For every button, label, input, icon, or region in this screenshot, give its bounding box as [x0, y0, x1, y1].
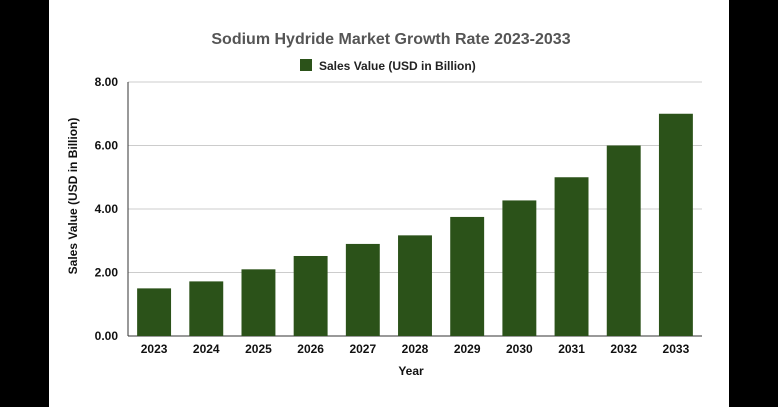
y-tick-label: 2.00: [95, 266, 119, 280]
x-tick-label: 2026: [297, 342, 324, 356]
bar-2024: [189, 281, 224, 336]
bar-2032: [606, 145, 641, 336]
bar-2026: [293, 255, 328, 336]
chart-title: Sodium Hydride Market Growth Rate 2023-2…: [211, 31, 570, 48]
x-tick-label: 2033: [663, 342, 690, 356]
y-tick-label: 0.00: [95, 329, 119, 343]
x-tick-label: 2027: [349, 342, 376, 356]
gridlines: [127, 81, 702, 337]
bar-2023: [137, 288, 172, 336]
legend: Sales Value (USD in Billion): [300, 59, 476, 73]
y-axis-label: Sales Value (USD in Billion): [66, 118, 80, 275]
bar-2029: [450, 216, 485, 336]
bar-2033: [658, 113, 693, 336]
y-tick-label: 6.00: [95, 139, 119, 153]
x-tick-label: 2032: [610, 342, 637, 356]
legend-label: Sales Value (USD in Billion): [319, 59, 476, 73]
x-tick-label: 2029: [454, 342, 481, 356]
x-tick-label: 2023: [141, 342, 168, 356]
bar-2025: [241, 269, 276, 336]
bar-2030: [502, 200, 537, 336]
bar-2031: [554, 177, 589, 336]
bar-2027: [345, 243, 380, 336]
chart-panel: Sodium Hydride Market Growth Rate 2023-2…: [49, 0, 729, 407]
x-tick-label: 2031: [558, 342, 585, 356]
x-tick-label: 2024: [193, 342, 220, 356]
x-tick-label: 2028: [402, 342, 429, 356]
bars: [137, 113, 693, 336]
y-tick-label: 8.00: [95, 75, 119, 89]
x-tick-label: 2030: [506, 342, 533, 356]
bar-chart: Sodium Hydride Market Growth Rate 2023-2…: [66, 31, 702, 378]
bar-2028: [398, 235, 432, 336]
x-tick-label: 2025: [245, 342, 272, 356]
y-axis-ticks: 0.00 2.00 4.00 6.00 8.00: [95, 75, 119, 343]
x-axis-label: Year: [398, 364, 424, 378]
legend-swatch: [300, 59, 312, 71]
y-tick-label: 4.00: [95, 202, 119, 216]
x-axis-ticks: 2023 2024 2025 2026 2027 2028 2029 2030 2031 2032…: [141, 342, 690, 356]
